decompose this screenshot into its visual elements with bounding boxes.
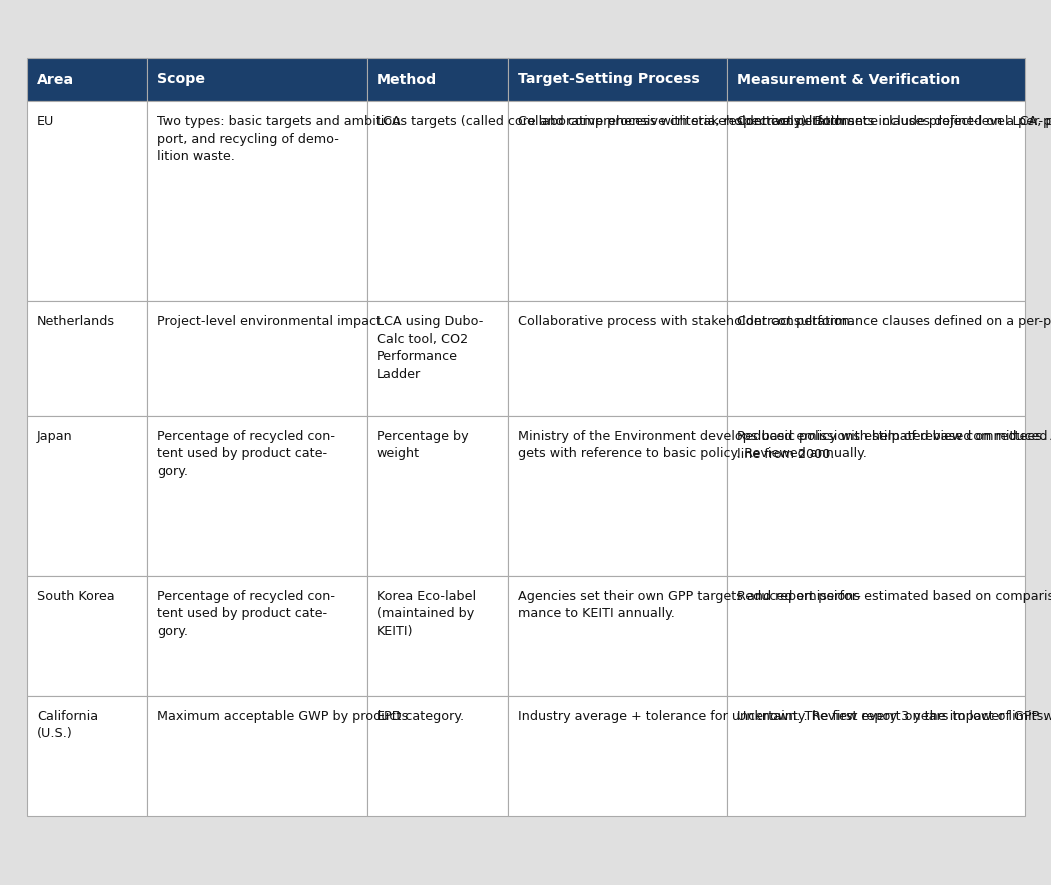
Text: Target-Setting Process: Target-Setting Process — [518, 73, 700, 87]
Bar — [508, 696, 727, 816]
Bar — [508, 416, 727, 576]
Bar — [727, 696, 1025, 816]
Bar — [147, 576, 367, 696]
Text: Collaborative process with stakeholder consultation.: Collaborative process with stakeholder c… — [518, 115, 853, 128]
Bar — [147, 416, 367, 576]
Bar — [367, 696, 508, 816]
Bar — [367, 576, 508, 696]
Bar — [727, 58, 1025, 101]
Text: Contract performance clauses defined on a per-project basis.: Contract performance clauses defined on … — [737, 315, 1051, 328]
Text: EU: EU — [37, 115, 55, 128]
Bar — [727, 301, 1025, 416]
Bar — [367, 416, 508, 576]
Text: Korea Eco-label
(maintained by
KEITI): Korea Eco-label (maintained by KEITI) — [376, 590, 476, 638]
Text: Industry average + tolerance for uncertainty. Review every 3 years to lower limi: Industry average + tolerance for uncerta… — [518, 710, 1047, 723]
Bar — [508, 58, 727, 101]
Text: Netherlands: Netherlands — [37, 315, 116, 328]
Text: EPDs: EPDs — [376, 710, 409, 723]
Text: Contract performance clauses defined on a per-project basis.: Contract performance clauses defined on … — [737, 115, 1051, 128]
Text: Area: Area — [37, 73, 75, 87]
Text: California
(U.S.): California (U.S.) — [37, 710, 98, 741]
Text: Agencies set their own GPP targets and report perfor-
mance to KEITI annually.: Agencies set their own GPP targets and r… — [518, 590, 861, 620]
Bar — [508, 301, 727, 416]
Bar — [27, 416, 147, 576]
Text: Scope: Scope — [158, 73, 205, 87]
Text: Collaborative process with stakeholder consultation.: Collaborative process with stakeholder c… — [518, 315, 853, 328]
Text: Method: Method — [376, 73, 437, 87]
Text: LCA: LCA — [376, 115, 401, 128]
Bar — [727, 416, 1025, 576]
Text: Ministry of the Environment develops basic policy with help of review committees: Ministry of the Environment develops bas… — [518, 430, 1051, 460]
Text: Two types: basic targets and ambitious targets (called core and comprehensive cr: Two types: basic targets and ambitious t… — [158, 115, 1051, 163]
Bar — [27, 301, 147, 416]
Bar — [27, 101, 147, 301]
Text: Percentage of recycled con-
tent used by product cate-
gory.: Percentage of recycled con- tent used by… — [158, 590, 335, 638]
Bar — [367, 58, 508, 101]
Bar — [147, 101, 367, 301]
Bar — [27, 58, 147, 101]
Bar — [727, 101, 1025, 301]
Bar — [508, 576, 727, 696]
Bar — [147, 301, 367, 416]
Text: Maximum acceptable GWP by product category.: Maximum acceptable GWP by product catego… — [158, 710, 465, 723]
Text: Percentage of recycled con-
tent used by product cate-
gory.: Percentage of recycled con- tent used by… — [158, 430, 335, 478]
Text: South Korea: South Korea — [37, 590, 115, 603]
Text: Reduced emissions estimated based on reduced emissions from a chosen average gre: Reduced emissions estimated based on red… — [737, 430, 1051, 460]
Text: Percentage by
weight: Percentage by weight — [376, 430, 469, 460]
Bar — [508, 101, 727, 301]
Text: Project-level environmental impact.: Project-level environmental impact. — [158, 315, 386, 328]
Text: Unknown. The first report on the impact of GPP will be available in January 2022: Unknown. The first report on the impact … — [737, 710, 1051, 723]
Bar — [27, 696, 147, 816]
Bar — [147, 696, 367, 816]
Bar — [367, 101, 508, 301]
Text: Measurement & Verification: Measurement & Verification — [737, 73, 961, 87]
Bar — [727, 576, 1025, 696]
Text: Reduced emissions estimated based on comparison with conventional products using: Reduced emissions estimated based on com… — [737, 590, 1051, 603]
Text: LCA using Dubo-
Calc tool, CO2
Performance
Ladder: LCA using Dubo- Calc tool, CO2 Performan… — [376, 315, 483, 381]
Text: Japan: Japan — [37, 430, 73, 443]
Bar — [27, 576, 147, 696]
Bar — [147, 58, 367, 101]
Bar — [367, 301, 508, 416]
